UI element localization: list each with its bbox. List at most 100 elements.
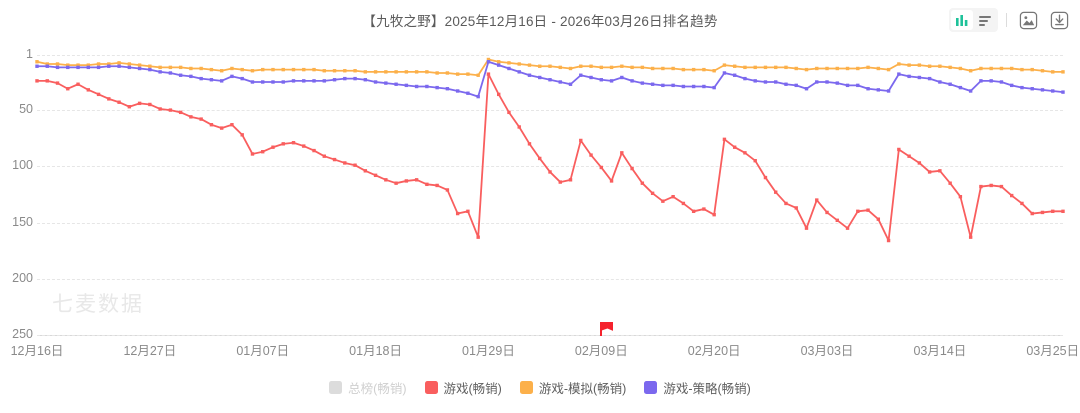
series-point[interactable] — [835, 81, 839, 85]
series-point[interactable] — [332, 78, 337, 82]
series-point[interactable] — [497, 63, 501, 67]
series-point[interactable] — [568, 178, 573, 182]
series-point[interactable] — [722, 71, 727, 75]
series-point[interactable] — [999, 66, 1004, 71]
series-point[interactable] — [743, 76, 747, 81]
series-point[interactable] — [66, 63, 70, 67]
series-point[interactable] — [815, 80, 819, 84]
series-point[interactable] — [548, 78, 552, 82]
series-point[interactable] — [558, 80, 562, 84]
series-point[interactable] — [168, 108, 173, 112]
series-point[interactable] — [476, 94, 480, 99]
series-point[interactable] — [476, 235, 480, 239]
series-point[interactable] — [199, 66, 203, 71]
series-point[interactable] — [353, 163, 357, 167]
series-point[interactable] — [866, 87, 870, 91]
series-point[interactable] — [927, 170, 932, 174]
series-point[interactable] — [414, 84, 419, 89]
series-point[interactable] — [158, 65, 162, 70]
series-point[interactable] — [763, 80, 768, 84]
series-point[interactable] — [127, 65, 132, 70]
series-point[interactable] — [917, 63, 922, 67]
series-point[interactable] — [876, 66, 881, 71]
series-point[interactable] — [897, 72, 901, 76]
series-point[interactable] — [784, 201, 788, 206]
series-point[interactable] — [1030, 67, 1034, 72]
series-point[interactable] — [856, 209, 860, 214]
series-point[interactable] — [178, 65, 183, 70]
series-point[interactable] — [958, 85, 963, 90]
series-point[interactable] — [804, 67, 809, 72]
series-point[interactable] — [1051, 70, 1055, 74]
series-point[interactable] — [1020, 67, 1024, 72]
series-point[interactable] — [897, 62, 901, 66]
series-point[interactable] — [989, 79, 993, 83]
series-point[interactable] — [322, 154, 326, 158]
series-point[interactable] — [332, 157, 337, 162]
series-point[interactable] — [620, 64, 624, 68]
series-point[interactable] — [394, 70, 398, 74]
series-point[interactable] — [96, 62, 101, 66]
series-point[interactable] — [609, 179, 614, 183]
series-point[interactable] — [55, 81, 60, 85]
series-point[interactable] — [507, 61, 511, 65]
series-point[interactable] — [240, 67, 244, 72]
series-point[interactable] — [158, 70, 162, 74]
series-point[interactable] — [691, 67, 696, 72]
series-point[interactable] — [558, 180, 562, 184]
series-point[interactable] — [76, 63, 80, 67]
series-point[interactable] — [189, 115, 193, 119]
series-point[interactable] — [538, 64, 542, 68]
series-point[interactable] — [148, 102, 152, 107]
series-point[interactable] — [45, 62, 49, 66]
series-point[interactable] — [1061, 90, 1065, 94]
series-point[interactable] — [353, 76, 357, 81]
series-point[interactable] — [137, 63, 142, 67]
series-point[interactable] — [999, 184, 1004, 189]
series-point[interactable] — [1051, 89, 1055, 93]
series-point[interactable] — [476, 73, 480, 77]
series-point[interactable] — [384, 178, 388, 182]
series-point[interactable] — [445, 71, 450, 75]
series-point[interactable] — [620, 151, 624, 155]
series-point[interactable] — [281, 80, 285, 84]
series-point[interactable] — [845, 226, 850, 230]
series-point[interactable] — [281, 142, 285, 146]
series-point[interactable] — [907, 74, 911, 79]
series-point[interactable] — [825, 66, 829, 71]
series-point[interactable] — [332, 69, 337, 73]
series-point[interactable] — [425, 70, 429, 74]
series-point[interactable] — [168, 65, 173, 70]
series-point[interactable] — [497, 92, 501, 97]
series-point[interactable] — [384, 70, 388, 74]
series-point[interactable] — [948, 82, 952, 86]
series-point[interactable] — [845, 66, 850, 71]
series-point[interactable] — [979, 184, 983, 189]
series-point[interactable] — [209, 123, 214, 127]
series-point[interactable] — [897, 147, 901, 152]
series-point[interactable] — [722, 137, 727, 142]
series-point[interactable] — [394, 82, 398, 86]
series-point[interactable] — [876, 217, 881, 221]
series-point[interactable] — [1061, 209, 1065, 214]
series-point[interactable] — [363, 169, 368, 173]
series-point[interactable] — [886, 67, 891, 72]
series-point[interactable] — [866, 65, 870, 70]
series-point[interactable] — [681, 84, 686, 89]
series-point[interactable] — [178, 73, 183, 77]
series-point[interactable] — [589, 75, 593, 80]
series-point[interactable] — [312, 79, 316, 83]
series-point[interactable] — [640, 181, 645, 185]
series-point[interactable] — [55, 65, 60, 70]
series-point[interactable] — [517, 62, 521, 66]
series-point[interactable] — [1010, 66, 1014, 71]
series-point[interactable] — [466, 91, 470, 95]
series-point[interactable] — [538, 75, 542, 80]
legend-item[interactable]: 游戏-策略(畅销) — [644, 378, 751, 397]
series-point[interactable] — [650, 191, 655, 196]
legend-item[interactable]: 游戏(畅销) — [424, 378, 502, 397]
series-point[interactable] — [250, 80, 255, 84]
series-point[interactable] — [722, 63, 727, 67]
series-point[interactable] — [486, 57, 491, 62]
series-point[interactable] — [1040, 69, 1045, 73]
